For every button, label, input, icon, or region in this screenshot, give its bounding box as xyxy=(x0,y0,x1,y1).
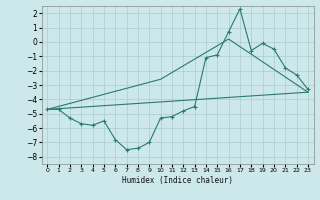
X-axis label: Humidex (Indice chaleur): Humidex (Indice chaleur) xyxy=(122,176,233,185)
